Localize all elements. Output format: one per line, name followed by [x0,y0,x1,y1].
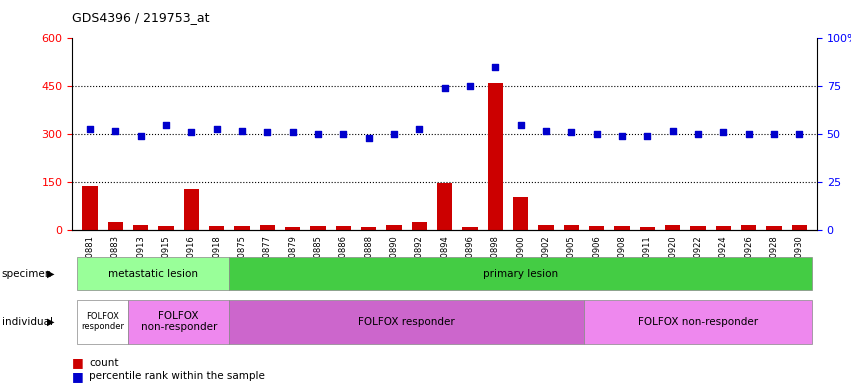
Point [387,131,401,137]
Bar [665,225,680,230]
Text: count: count [89,358,119,368]
Text: metastatic lesion: metastatic lesion [108,268,198,279]
Bar [640,227,655,230]
Point [463,83,477,89]
Bar [184,189,199,230]
Bar [488,83,503,230]
Point [717,129,730,136]
Text: FOLFOX
non-responder: FOLFOX non-responder [140,311,217,333]
Bar [589,226,604,230]
Bar [716,226,731,230]
Point [540,127,553,134]
Text: ■: ■ [72,370,84,383]
Bar [791,225,807,230]
Point [83,126,97,132]
Bar [563,225,579,230]
Bar [209,226,225,230]
Bar [766,225,781,230]
Point [615,133,629,139]
Point [134,133,147,139]
Bar [336,226,351,230]
Text: FOLFOX non-responder: FOLFOX non-responder [638,316,758,327]
Point [159,122,173,128]
Point [336,131,350,137]
Bar [361,227,376,230]
Bar [539,225,553,230]
Point [488,64,502,70]
Text: FOLFOX
responder: FOLFOX responder [81,312,124,331]
Bar [690,225,705,230]
Bar [462,227,477,230]
Bar [437,183,452,230]
Point [564,129,578,136]
Point [362,135,375,141]
Point [109,127,123,134]
Bar [741,225,757,230]
Bar [234,226,249,230]
Text: GDS4396 / 219753_at: GDS4396 / 219753_at [72,12,210,25]
Point [691,131,705,137]
Point [235,127,248,134]
Text: ■: ■ [72,356,84,369]
Text: specimen: specimen [2,268,52,279]
Bar [614,226,630,230]
Point [767,131,780,137]
Point [413,126,426,132]
Bar [285,227,300,230]
Bar [513,197,528,230]
Text: individual: individual [2,316,53,327]
Bar [386,225,402,230]
Bar [311,226,326,230]
Point [311,131,325,137]
Point [185,129,198,136]
Bar [108,222,123,230]
Point [210,126,224,132]
Text: FOLFOX responder: FOLFOX responder [358,316,455,327]
Bar [133,225,148,230]
Bar [83,186,98,230]
Bar [412,222,427,230]
Text: primary lesion: primary lesion [483,268,558,279]
Text: percentile rank within the sample: percentile rank within the sample [89,371,266,381]
Point [641,133,654,139]
Point [590,131,603,137]
Bar [260,225,275,230]
Bar [158,226,174,230]
Point [742,131,756,137]
Point [792,131,806,137]
Point [286,129,300,136]
Point [514,122,528,128]
Text: ▶: ▶ [47,268,54,279]
Point [437,85,451,91]
Text: ▶: ▶ [47,316,54,327]
Point [260,129,274,136]
Point [665,127,679,134]
